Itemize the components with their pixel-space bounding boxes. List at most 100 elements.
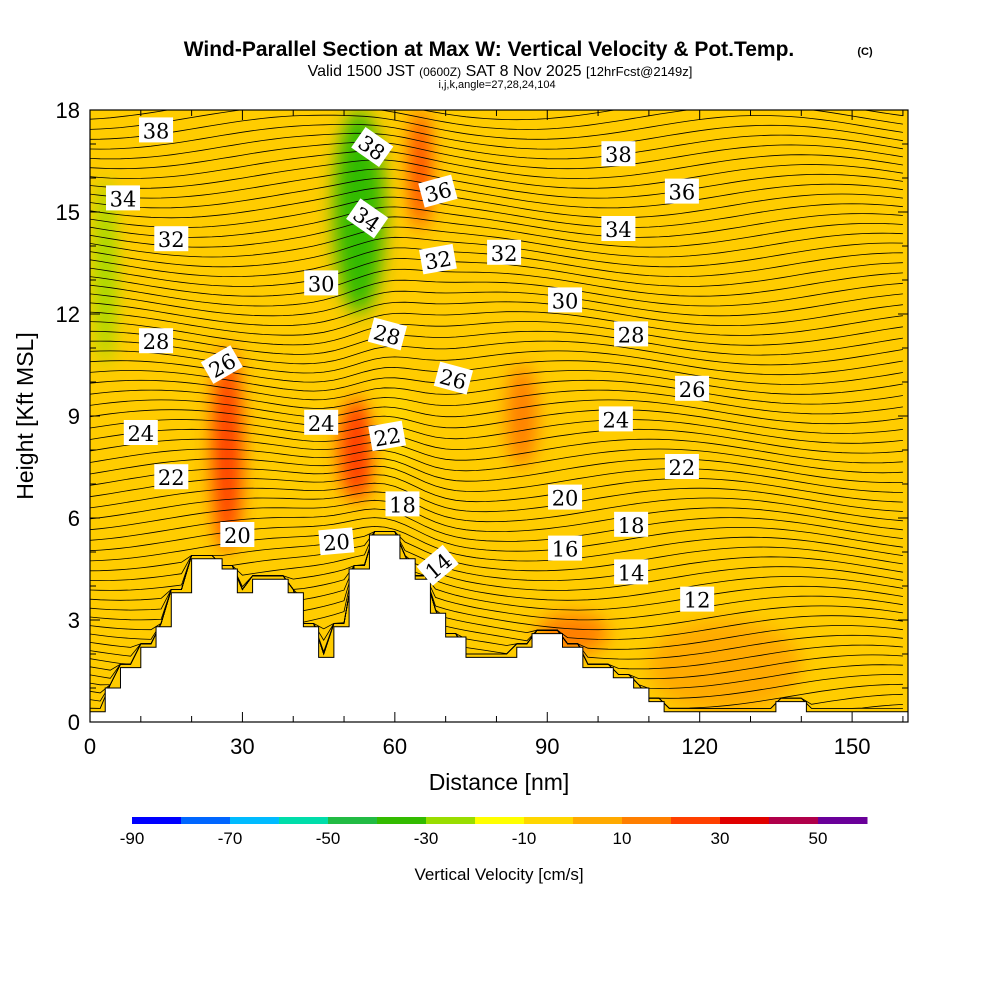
contour-label-22: 22 [664,454,699,480]
contour-label-box [614,511,649,537]
contour-label-box [548,484,583,510]
colorbar-tick-label: -70 [218,829,243,848]
theta-contour [90,465,903,493]
contour-label-24: 24 [598,406,633,432]
contour-label-box [346,198,389,239]
contour-label-box [220,522,255,547]
contour-label-text: 24 [308,412,335,436]
contour-label-text: 18 [389,493,416,517]
contour-label-text: 34 [605,218,632,242]
colorbar-tick-label: 50 [809,829,828,848]
contour-label-text: 18 [618,514,645,538]
contour-label-28: 28 [614,321,649,347]
theta-contour [90,370,903,395]
contour-label-box [664,178,699,204]
x-tick-label: 90 [535,734,559,759]
theta-contour [90,531,903,582]
contour-label-box [139,328,174,354]
contour-label-box [318,527,355,556]
w-region-6 [95,178,116,365]
contour-label-box [548,535,583,561]
theta-contour [90,448,903,474]
contour-label-box [675,375,710,401]
contour-label-text: 22 [669,456,696,480]
x-axis: 0 30 60 90 120 150 [84,110,904,759]
forecast-info: [12hrFcst@2149z] [586,64,692,79]
theta-contour [90,389,903,415]
contour-label-box [200,345,243,384]
valid-date: SAT 8 Nov 2025 [466,63,582,80]
contour-label-box [154,226,189,252]
colorbar-swatch [230,817,280,824]
contour-label-box [106,185,141,211]
contour-label-box [598,406,633,432]
contour-label-box [304,270,339,296]
contour-label-18: 18 [385,491,420,517]
theta-contour [90,491,903,523]
contour-label-text: 14 [618,561,645,585]
theta-contour [90,531,903,572]
contour-label-16: 16 [548,535,583,562]
w-region-0 [211,348,243,552]
theta-contour [90,330,903,356]
colorbar-swatch [524,817,574,824]
contour-label-box [304,409,339,435]
colorbar-swatch [671,817,721,824]
theta-contour [491,110,521,111]
contour-label-12: 12 [680,586,715,613]
contour-label-text: 28 [618,323,645,347]
contour-label-22: 22 [154,464,189,490]
contour-label-26: 26 [675,375,710,402]
x-axis-label: Distance [nm] [429,769,570,795]
x-tick-label: 60 [383,734,407,759]
grid-indices: i,j,k,angle=27,28,24,104 [438,79,555,91]
chart-title: Wind-Parallel Section at Max W: Vertical… [184,38,795,61]
contour-label-text: 34 [110,187,137,211]
contour-label-box [385,491,420,517]
contour-label-text: 30 [308,272,335,296]
colorbar-tick-label: 10 [613,829,632,848]
contour-label-box [154,464,189,490]
theta-contour [90,279,903,307]
contour-label-22: 22 [368,420,407,452]
contour-label-box [614,559,649,585]
theta-contour [90,379,903,405]
contour-label-box [487,239,522,265]
colorbar-swatch [720,817,770,824]
contour-label-text: 38 [143,119,170,143]
y-tick-label: 0 [68,710,80,735]
theta-contour [90,482,903,513]
theta-contour [90,508,903,542]
contour-label-text: 36 [669,181,696,205]
colorbar-swatch [181,817,231,824]
contour-label-text: 26 [679,378,706,402]
contour-label-38: 38 [139,117,174,143]
contour-label-text: 20 [224,524,251,548]
vertical-velocity-field [95,110,802,712]
contour-label-text: 28 [143,330,170,354]
contour-label-20: 20 [548,484,583,511]
y-tick-label: 12 [56,302,80,327]
y-tick-label: 15 [56,200,80,225]
x-tick-label: 0 [84,734,96,759]
zulu-time: (0600Z) [419,65,461,79]
contour-label-text: 32 [423,246,453,274]
colorbar-swatch [573,817,623,824]
contour-label-box [367,317,408,351]
theta-contour [90,290,903,317]
theta-contour [90,216,903,248]
theta-contour [90,428,903,454]
theta-contour [90,168,903,199]
copyright-mark: (C) [857,46,873,58]
colorbar-swatch [132,817,182,824]
theta-contour [90,150,903,179]
theta-contour [90,206,903,238]
contour-label-text: 38 [605,143,632,167]
contour-label-box [123,420,158,445]
contour-label-text: 32 [158,228,185,252]
theta-contour [90,457,903,484]
contour-label-38: 38 [601,141,636,167]
theta-contour [90,268,903,297]
